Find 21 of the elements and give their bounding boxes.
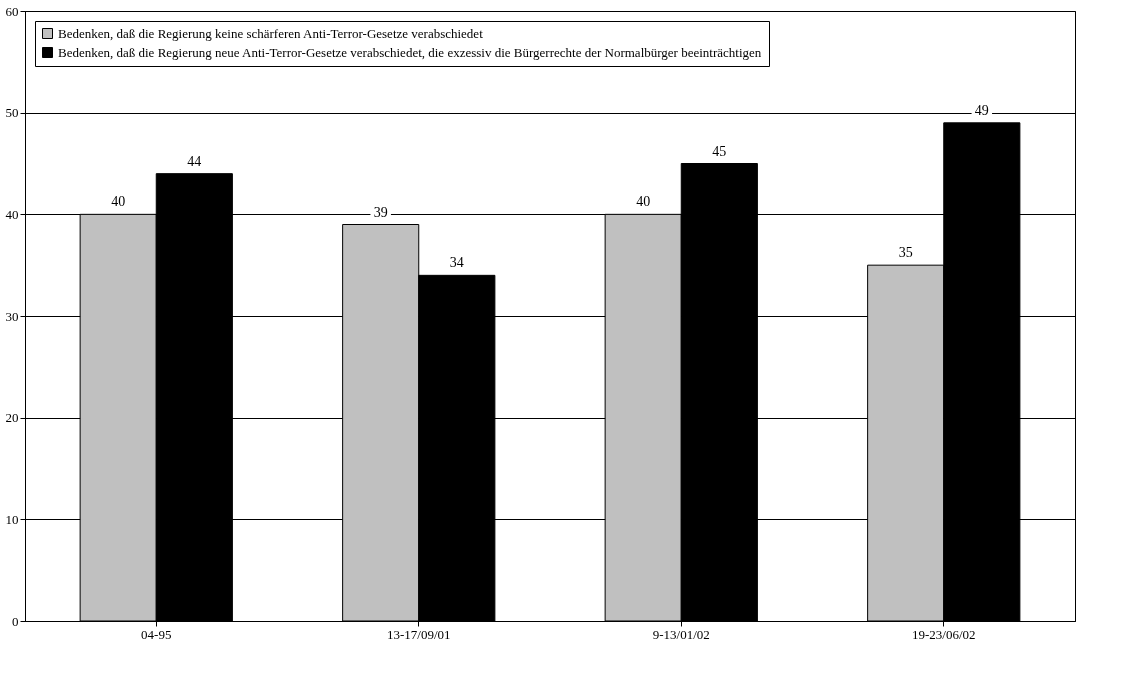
y-tick-label: 40 <box>5 206 19 222</box>
y-tick-label: 60 <box>5 3 19 19</box>
y-tick-label: 30 <box>5 308 19 324</box>
y-tick-label: 50 <box>5 105 19 121</box>
legend-label: Bedenken, daß die Regierung keine schärferen Anti-Terror-Gesetze verabschiedet <box>58 25 484 41</box>
legend-label: Bedenken, daß die Regierung neue Anti-Terror-Gesetze verabschiedet, die exzessiv die Bürgerrechte der Normalbürger beeinträchtigen <box>58 44 762 60</box>
x-tick-label: 19-23/06/02 <box>911 626 976 642</box>
x-tick-label: 9-13/01/02 <box>652 626 710 642</box>
data-label: 40 <box>111 194 126 210</box>
data-label: 34 <box>449 255 464 271</box>
y-tick-label: 10 <box>5 511 19 527</box>
y-tick-label: 20 <box>5 410 19 426</box>
data-label: 45 <box>712 143 727 159</box>
data-label: 49 <box>974 102 989 118</box>
data-label: 40 <box>636 194 651 210</box>
data-label: 39 <box>373 204 388 220</box>
y-tick-label: 0 <box>12 613 19 629</box>
x-tick-label: 04-95 <box>141 626 172 642</box>
x-tick-label: 13-17/09/01 <box>386 626 451 642</box>
data-label: 35 <box>898 245 913 261</box>
data-label: 44 <box>187 153 202 169</box>
